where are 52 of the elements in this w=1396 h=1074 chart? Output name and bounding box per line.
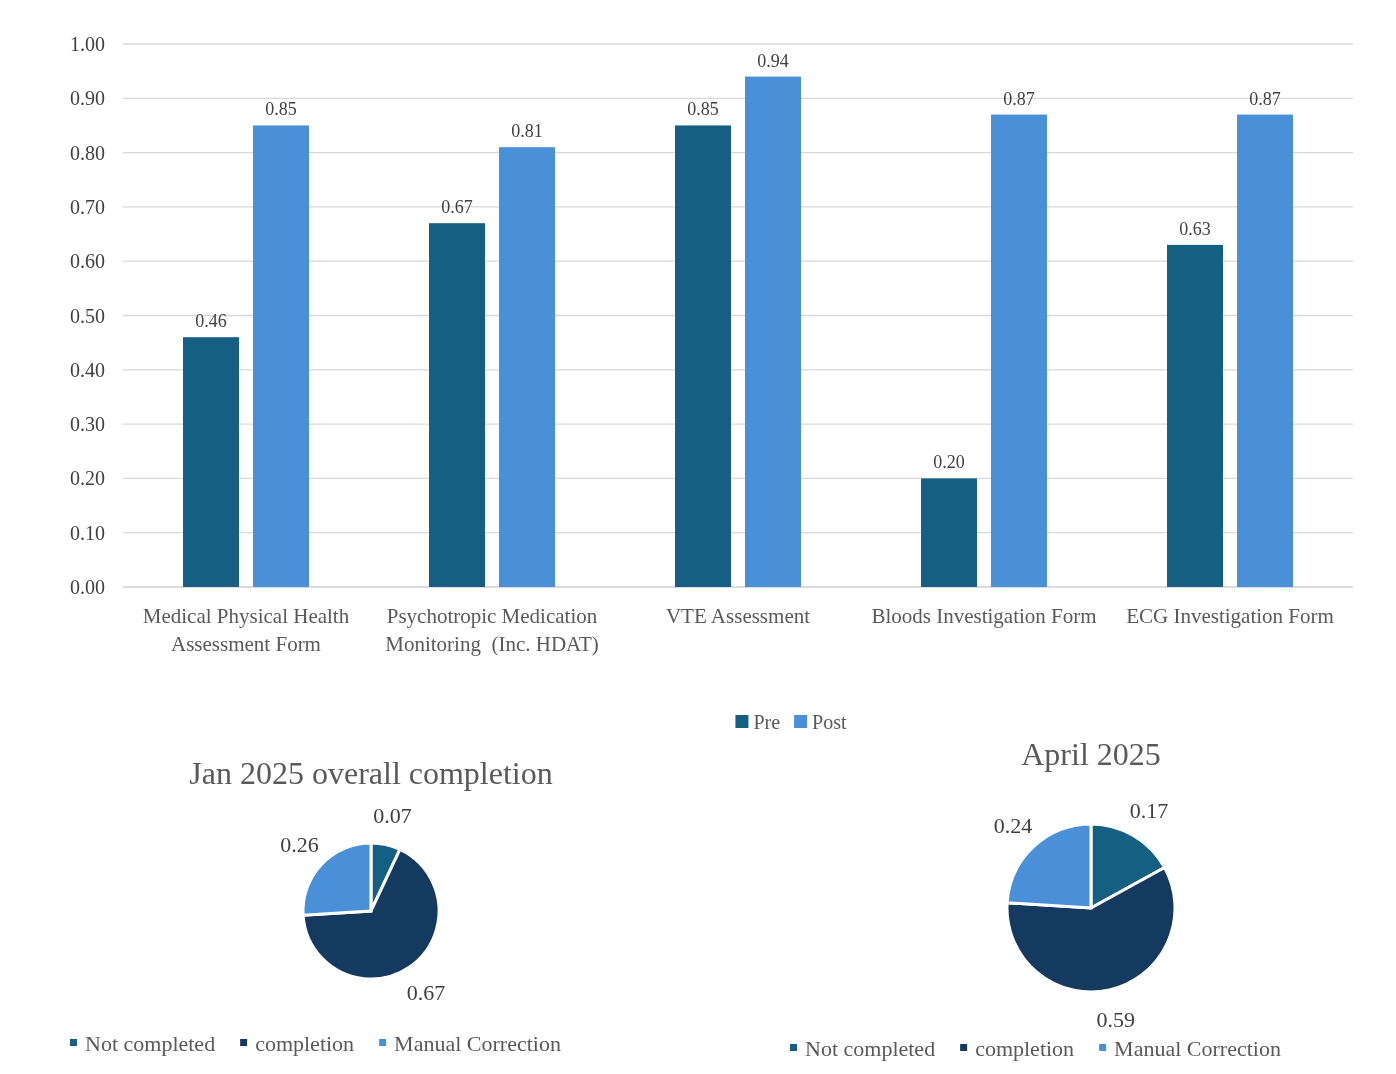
chart-title: April 2025 — [1021, 736, 1161, 772]
data-label: 0.67 — [406, 979, 446, 1005]
bar — [745, 76, 801, 587]
data-label: 0.67 — [441, 197, 473, 218]
data-label: 0.17 — [1129, 797, 1169, 823]
chart-title: Jan 2025 overall completion — [189, 755, 553, 791]
legend-label: Post — [812, 711, 847, 733]
x-tick-label: ECG Investigation Form — [1126, 604, 1334, 628]
legend-label: completion — [975, 1035, 1075, 1061]
bar — [499, 147, 555, 587]
bar — [991, 114, 1047, 587]
y-tick-label: 0.20 — [70, 467, 105, 490]
legend-label: Not completed — [85, 1030, 216, 1056]
y-tick-label: 0.70 — [70, 195, 105, 218]
data-label: 0.85 — [687, 99, 719, 120]
y-tick-label: 1.00 — [70, 33, 105, 55]
y-tick-label: 0.30 — [70, 413, 105, 436]
y-tick-label: 0.40 — [70, 358, 105, 381]
bar — [921, 478, 977, 587]
bar — [253, 125, 309, 587]
bar — [429, 223, 485, 587]
x-tick-label: Medical Physical Health Assessment Form — [142, 604, 350, 656]
data-label: 0.87 — [1003, 88, 1035, 109]
data-label: 0.59 — [1096, 1006, 1136, 1032]
data-label: 0.07 — [373, 803, 412, 829]
data-label: 0.81 — [511, 121, 543, 142]
legend-label: Manual Correction — [1114, 1035, 1281, 1061]
y-tick-label: 0.90 — [70, 87, 105, 110]
y-tick-label: 0.60 — [70, 250, 105, 273]
legend-label: Pre — [753, 711, 781, 733]
data-label: 0.87 — [1249, 88, 1281, 109]
bar — [1167, 244, 1223, 587]
data-label: 0.46 — [195, 311, 227, 332]
bar — [1237, 114, 1293, 587]
data-label: 0.63 — [1179, 218, 1211, 239]
y-tick-label: 0.80 — [70, 141, 105, 164]
data-label: 0.94 — [757, 50, 789, 71]
x-tick-label: Bloods Investigation Form — [871, 604, 1097, 628]
x-tick-label: Psychotropic Medication Monitoring (Inc. HDAT) — [385, 604, 599, 656]
data-label: 0.26 — [280, 831, 319, 857]
legend-label: completion — [255, 1030, 355, 1056]
data-label: 0.24 — [993, 812, 1033, 838]
y-tick-label: 0.10 — [70, 521, 105, 544]
data-label: 0.20 — [933, 452, 965, 473]
legend-label: Not completed — [805, 1035, 936, 1061]
y-tick-label: 0.00 — [70, 576, 105, 598]
data-label: 0.85 — [265, 99, 297, 120]
y-tick-label: 0.50 — [70, 304, 105, 327]
x-tick-label: VTE Assessment — [665, 604, 811, 628]
legend-label: Manual Correction — [394, 1030, 561, 1056]
bar — [675, 125, 731, 587]
bar — [183, 337, 239, 587]
